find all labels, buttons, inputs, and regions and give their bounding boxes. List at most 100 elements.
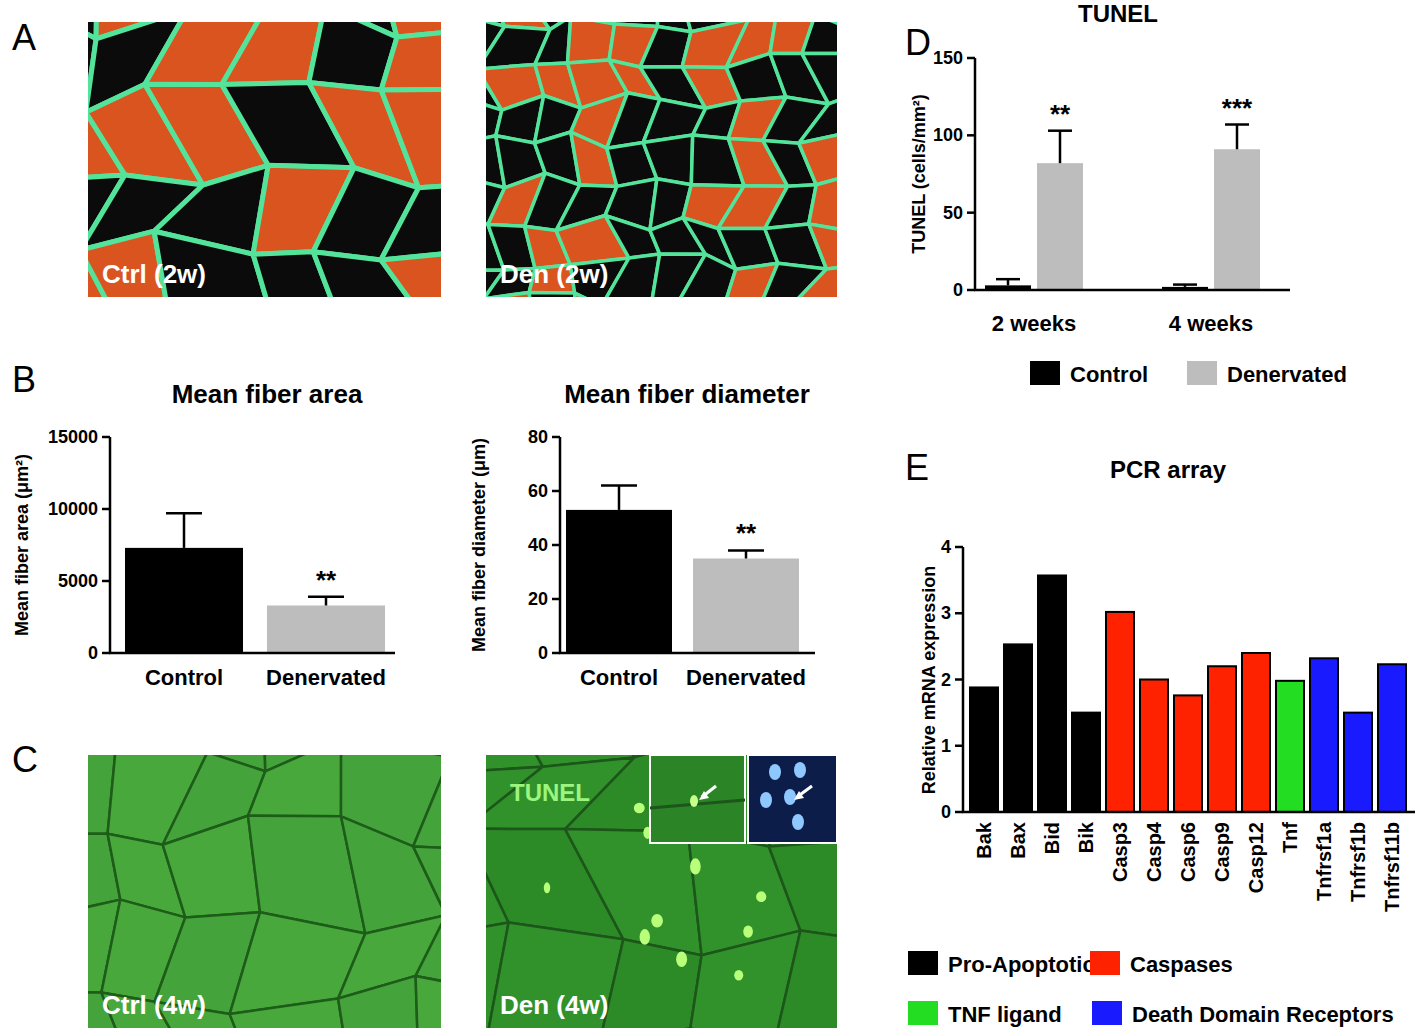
tick-label: 100 bbox=[933, 125, 963, 145]
nucleus bbox=[784, 789, 796, 805]
micrograph bbox=[88, 755, 441, 1028]
fiber bbox=[802, 22, 837, 54]
error-cap bbox=[728, 549, 764, 552]
fiber bbox=[600, 939, 702, 1028]
bar bbox=[1004, 644, 1032, 812]
bar bbox=[1174, 695, 1202, 812]
tick-label: 15000 bbox=[48, 427, 98, 447]
error-stem bbox=[183, 513, 186, 548]
fiber bbox=[799, 134, 837, 185]
legend-swatch bbox=[1187, 361, 1217, 385]
bar bbox=[1214, 149, 1260, 290]
image-label: Ctrl (4w) bbox=[102, 990, 206, 1020]
annotation: ** bbox=[1050, 99, 1071, 129]
nucleus bbox=[769, 764, 781, 780]
bar bbox=[1140, 680, 1168, 813]
chart: Mean fiber diameter Mean fiber diameter (… bbox=[469, 379, 815, 690]
bar bbox=[1037, 163, 1083, 290]
x-axis bbox=[559, 652, 815, 655]
tunel-spot bbox=[634, 803, 645, 814]
inset-arrowhead bbox=[794, 791, 804, 800]
annotation: *** bbox=[1222, 93, 1253, 123]
fiber bbox=[413, 846, 441, 915]
y-axis-label: TUNEL (cells/mm²) bbox=[909, 94, 929, 254]
fiber bbox=[529, 293, 576, 298]
bar bbox=[1344, 713, 1372, 812]
fiber bbox=[643, 135, 693, 185]
fiber bbox=[381, 89, 441, 187]
bar bbox=[1310, 658, 1338, 812]
legend-label: Denervated bbox=[1227, 362, 1347, 387]
y-axis bbox=[559, 437, 562, 653]
bar bbox=[1242, 653, 1270, 812]
background bbox=[0, 0, 1418, 1031]
tick-label: 0 bbox=[538, 643, 548, 663]
fiber bbox=[230, 999, 353, 1029]
x-axis bbox=[109, 652, 395, 655]
y-axis bbox=[974, 58, 977, 290]
panel-letter: A bbox=[12, 17, 36, 58]
panel-letter: D bbox=[905, 22, 931, 63]
annotation: ** bbox=[736, 518, 757, 548]
error-cap bbox=[166, 512, 202, 515]
fiber bbox=[809, 173, 837, 231]
fiber bbox=[568, 22, 615, 63]
image-label: Ctrl (2w) bbox=[102, 259, 206, 289]
bar bbox=[1038, 575, 1066, 812]
error-cap bbox=[1225, 123, 1249, 126]
title: PCR array bbox=[1110, 456, 1227, 483]
error-stem bbox=[1059, 131, 1062, 163]
legend-swatch bbox=[908, 951, 938, 975]
fiber bbox=[565, 829, 702, 955]
tunel-spot bbox=[651, 914, 663, 928]
fiber bbox=[381, 182, 441, 260]
category-label: Casp4 bbox=[1143, 821, 1165, 882]
tick-label: 3 bbox=[941, 603, 951, 623]
annotation: ** bbox=[316, 565, 337, 595]
category-label: Bax bbox=[1007, 822, 1029, 859]
chart: PCR arrayRelative mRNA expression01234Ba… bbox=[908, 456, 1415, 1027]
image-label: Den (2w) bbox=[500, 259, 608, 289]
category-label: Control bbox=[145, 665, 223, 690]
category-label: Casp12 bbox=[1245, 822, 1267, 893]
fiber bbox=[769, 839, 837, 942]
error-bar bbox=[996, 279, 1020, 285]
title: TUNEL bbox=[1078, 0, 1158, 27]
title: Mean fiber diameter bbox=[564, 379, 810, 409]
category-label: Control bbox=[580, 665, 658, 690]
x-axis bbox=[974, 289, 1290, 292]
fiber bbox=[798, 265, 837, 297]
legend-label: Control bbox=[1070, 362, 1148, 387]
tick-label: 40 bbox=[528, 535, 548, 555]
y-axis bbox=[109, 437, 112, 653]
bar bbox=[693, 559, 799, 654]
error-bar bbox=[1173, 285, 1197, 287]
legend-swatch bbox=[1030, 361, 1060, 385]
bar bbox=[1072, 713, 1100, 812]
y-axis-label: Mean fiber area (μm²) bbox=[12, 454, 32, 636]
error-stem bbox=[325, 597, 328, 606]
fiber bbox=[338, 976, 419, 1028]
category-label: Denervated bbox=[686, 665, 806, 690]
bar bbox=[267, 605, 385, 653]
micrograph bbox=[88, 22, 441, 297]
legend-swatch bbox=[1092, 1001, 1122, 1025]
category-label: Bak bbox=[973, 821, 995, 859]
bar bbox=[970, 687, 998, 812]
bar bbox=[1208, 666, 1236, 812]
legend-label: Death Domain Receptors bbox=[1132, 1002, 1394, 1027]
title: Mean fiber area bbox=[172, 379, 363, 409]
plot-area bbox=[970, 575, 1406, 812]
tick-label: 1 bbox=[941, 736, 951, 756]
fiber bbox=[403, 755, 441, 757]
fiber bbox=[413, 755, 441, 850]
error-cap bbox=[1048, 129, 1072, 132]
category-label: Tnfrsf1b bbox=[1347, 822, 1369, 902]
y-axis-label: Mean fiber diameter (μm) bbox=[469, 438, 489, 652]
inset-tunel bbox=[650, 755, 745, 843]
error-cap bbox=[1173, 283, 1197, 286]
tick-label: 0 bbox=[941, 802, 951, 822]
image-label: Den (4w) bbox=[500, 990, 608, 1020]
panel-letter: B bbox=[12, 359, 36, 400]
nucleus bbox=[760, 792, 772, 808]
